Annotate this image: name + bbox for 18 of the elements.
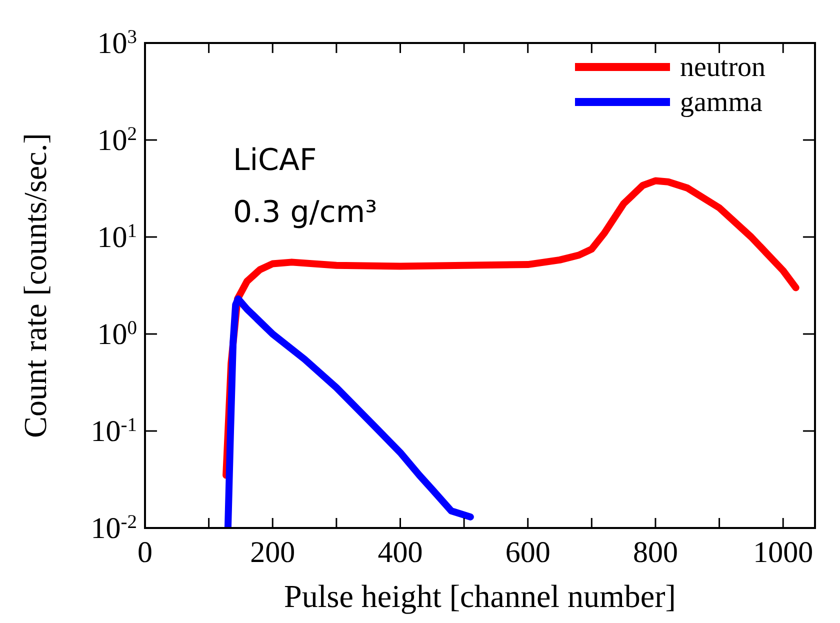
x-tick-label: 1000 <box>753 536 814 569</box>
x-axis-title: Pulse height [channel number] <box>284 578 676 614</box>
legend-label: gamma <box>680 87 763 118</box>
x-tick-label: 400 <box>378 536 423 569</box>
y-axis-title: Count rate [counts/sec.] <box>17 133 53 438</box>
x-tick-label: 600 <box>505 536 550 569</box>
y-tick-label: 10$^{3}$ <box>97 26 137 60</box>
y-tick-label: 10$^{-2}$ <box>90 512 137 545</box>
annotation: 0.3 g/cm³ <box>233 195 378 230</box>
y-tick-label: 10$^{-1}$ <box>90 414 137 448</box>
legend-label: neutron <box>680 52 766 83</box>
y-tick-label: 10$^{0}$ <box>97 318 137 351</box>
y-tick-label: 10$^{1}$ <box>97 220 137 254</box>
y-tick-label: 10$^{2}$ <box>97 124 137 157</box>
annotation: LiCAF <box>233 143 317 178</box>
x-tick-label: 200 <box>250 536 296 569</box>
x-tick-label: 800 <box>632 536 678 569</box>
x-tick-label: 0 <box>138 536 152 569</box>
